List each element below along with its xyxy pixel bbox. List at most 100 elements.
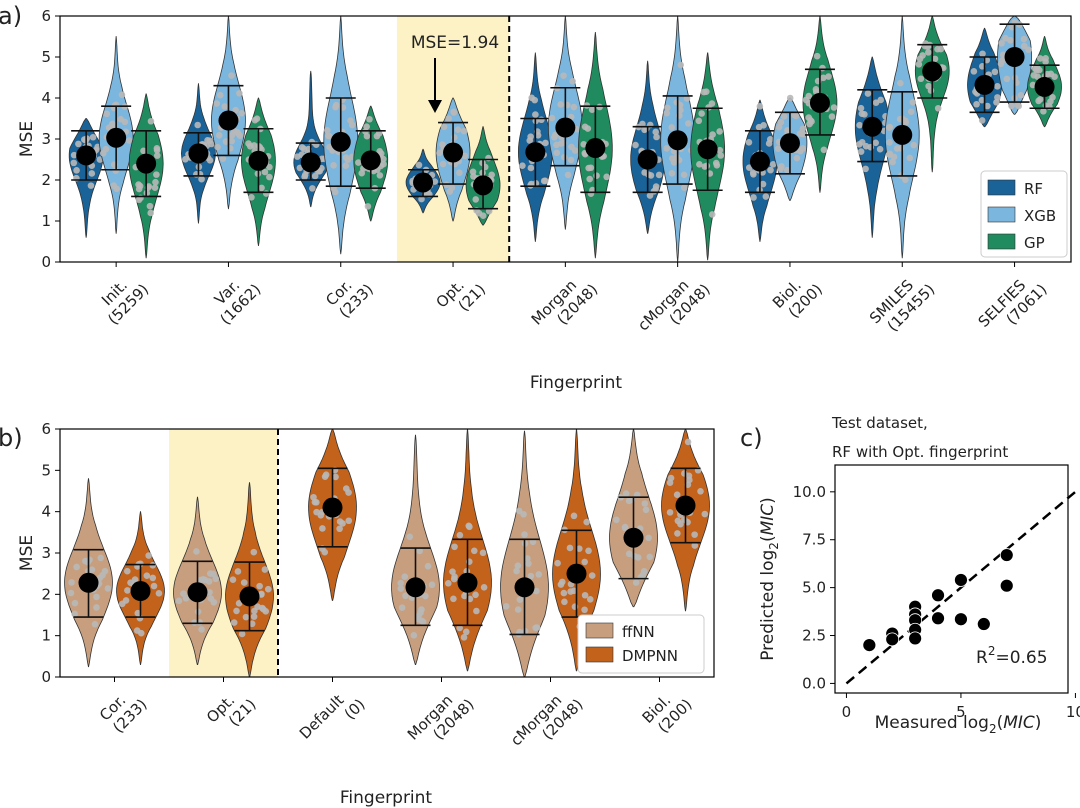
data-point [321, 548, 329, 556]
data-point [332, 103, 339, 111]
data-point [970, 68, 978, 75]
data-point [1042, 58, 1049, 65]
data-point [310, 493, 317, 501]
data-point [149, 574, 157, 582]
data-point [645, 534, 652, 542]
data-point [551, 131, 559, 139]
x-tick-label: Default(0) [296, 683, 369, 756]
data-point [450, 595, 457, 603]
data-point [899, 116, 907, 124]
data-point [134, 609, 142, 617]
data-point [436, 149, 443, 157]
data-point [152, 178, 159, 186]
data-point [234, 568, 242, 575]
x-tick-label: 5 [956, 703, 966, 721]
data-point [472, 591, 479, 599]
mean-marker [862, 116, 883, 137]
y-tick-label: 5.0 [802, 579, 826, 597]
data-point [1047, 98, 1054, 105]
data-point [622, 490, 630, 497]
mean-marker [974, 74, 995, 95]
y-tick-label: 4 [41, 89, 51, 107]
data-point [646, 192, 654, 199]
data-point [251, 607, 258, 615]
data-point [931, 55, 939, 63]
data-point [238, 109, 246, 117]
data-point [1003, 75, 1011, 83]
data-point [321, 473, 329, 480]
data-point [461, 152, 469, 160]
data-point [155, 590, 163, 597]
legend-label-gp: GP [1024, 234, 1045, 252]
data-point [462, 628, 470, 636]
y-tick-label: 7.5 [802, 531, 826, 549]
data-point [675, 156, 683, 164]
data-point [586, 175, 593, 183]
data-point [479, 549, 487, 557]
data-point [705, 104, 712, 111]
data-point [769, 161, 777, 168]
mean-marker [136, 153, 157, 174]
data-point [228, 131, 236, 139]
data-point [674, 530, 681, 537]
data-point [248, 620, 256, 628]
data-point [856, 141, 863, 148]
data-point [919, 52, 926, 59]
panel-a-label: a) [0, 2, 22, 30]
data-point [588, 106, 596, 113]
data-point [701, 163, 709, 170]
data-point [439, 160, 447, 168]
mean-marker [360, 150, 381, 171]
mean-marker [623, 527, 644, 548]
data-point [514, 606, 522, 613]
data-point [653, 133, 660, 141]
data-point [91, 620, 99, 628]
data-point [793, 154, 801, 162]
data-point [516, 596, 524, 603]
data-point [568, 143, 575, 151]
r2-value: =0.65 [995, 648, 1047, 668]
y-tick-label: 2 [41, 171, 51, 189]
data-point [324, 132, 332, 140]
data-point [691, 542, 699, 549]
mean-marker [555, 117, 576, 138]
data-point [780, 113, 788, 120]
data-point [216, 91, 224, 99]
data-point [308, 138, 316, 146]
y-tick-label: 1 [41, 212, 51, 230]
data-point [376, 172, 384, 179]
data-point [233, 607, 240, 615]
data-point [1017, 91, 1025, 99]
data-point [480, 583, 488, 591]
data-point [124, 587, 131, 594]
mean-marker [637, 149, 658, 170]
data-point [1036, 55, 1044, 62]
data-point [886, 151, 893, 159]
data-point [756, 103, 764, 110]
data-point [830, 104, 838, 111]
data-point [355, 159, 362, 166]
legend-swatch-ffnn [585, 622, 614, 639]
data-point [585, 547, 592, 555]
data-point [319, 525, 326, 532]
data-point [246, 142, 254, 150]
data-point [1034, 73, 1041, 80]
data-point [446, 188, 454, 195]
data-point [1035, 97, 1042, 105]
data-point [150, 582, 158, 590]
data-point [70, 159, 78, 167]
data-point [872, 139, 880, 147]
data-point [1007, 37, 1014, 44]
data-point [775, 123, 783, 131]
data-point [652, 128, 660, 136]
data-point [123, 567, 131, 575]
data-point [777, 165, 784, 173]
data-point [469, 168, 477, 176]
data-point [431, 178, 439, 185]
data-point [366, 115, 373, 123]
data-point [886, 139, 893, 146]
data-point [820, 74, 827, 82]
mean-marker [130, 581, 151, 602]
data-point [906, 154, 914, 162]
data-point [538, 116, 545, 124]
